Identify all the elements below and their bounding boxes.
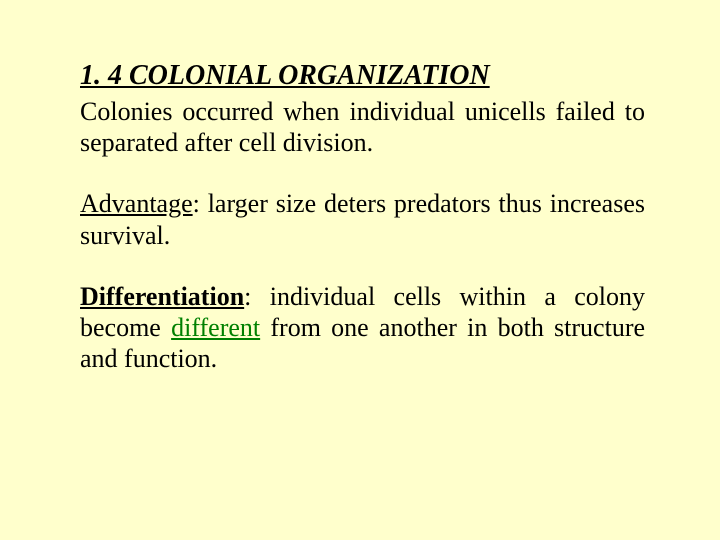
keyword-advantage: Advantage [80, 189, 193, 218]
paragraph-1: Colonies occurred when individual unicel… [80, 96, 645, 158]
green-word-different: different [171, 313, 260, 342]
slide-heading: 1. 4 COLONIAL ORGANIZATION [80, 60, 645, 92]
paragraph-3: Differentiation: individual cells within… [80, 281, 645, 375]
paragraph-2: Advantage: larger size deters predators … [80, 188, 645, 250]
keyword-differentiation: Differentiation [80, 282, 244, 311]
